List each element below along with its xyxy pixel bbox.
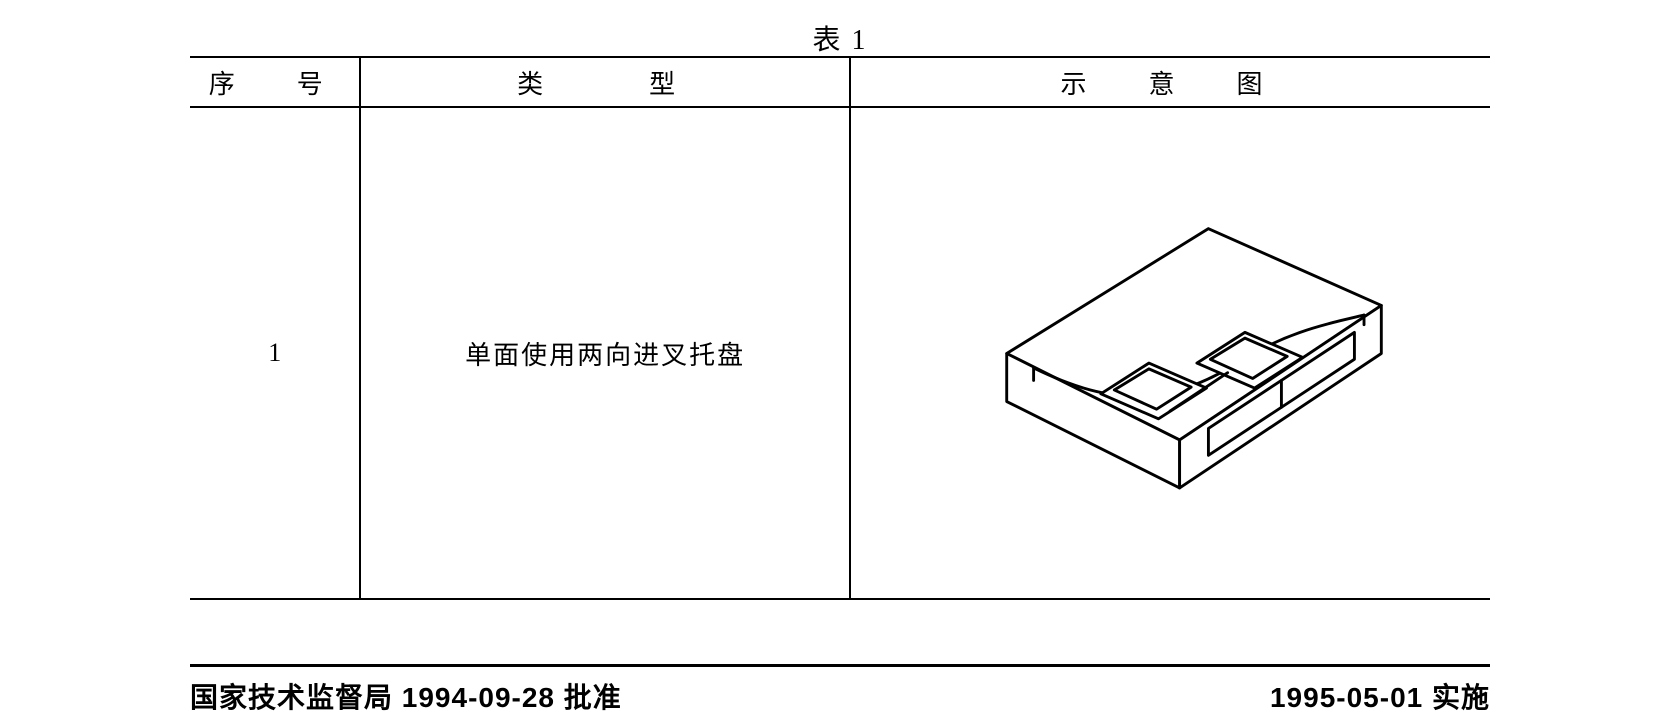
footer-approval: 国家技术监督局 1994-09-28 批准 (190, 676, 622, 716)
cell-diagram (850, 107, 1490, 599)
col-header-seq: 序 号 (190, 57, 360, 107)
table-caption: 表 1 (0, 18, 1680, 58)
cell-type: 单面使用两向进叉托盘 (360, 107, 850, 599)
pallet-diagram-icon (920, 171, 1420, 536)
cell-seq: 1 (190, 107, 360, 599)
col-header-figure: 示 意 图 (850, 57, 1490, 107)
col-header-type: 类 型 (360, 57, 850, 107)
footer-effective: 1995-05-01 实施 (1270, 676, 1490, 716)
table-1: 序 号 类 型 示 意 图 1 单面使用两向进叉托盘 (190, 56, 1490, 600)
table-header-row: 序 号 类 型 示 意 图 (190, 57, 1490, 107)
table-row: 1 单面使用两向进叉托盘 (190, 107, 1490, 599)
footer-rule (190, 664, 1490, 667)
